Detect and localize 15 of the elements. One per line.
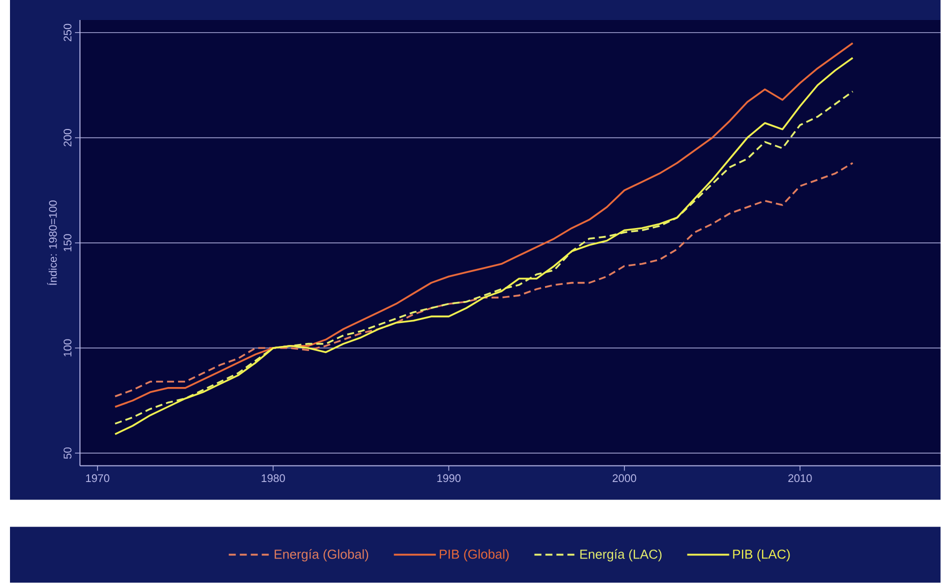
y-tick-label: 250 (64, 24, 72, 42)
x-tick-label: 1990 (437, 474, 461, 482)
legend-label: PIB (LAC) (733, 549, 790, 562)
x-tick-label: 1980 (262, 474, 285, 482)
legend-label: PIB (Global) (440, 549, 509, 562)
y-tick-label: 200 (64, 129, 72, 147)
y-tick-label: 150 (64, 234, 72, 252)
x-tick-label: 1970 (86, 474, 110, 482)
y-axis-title: Índice: 1980=100 (47, 200, 57, 286)
x-tick-label: 2010 (788, 474, 812, 482)
legend-label: Energía (LAC) (580, 549, 662, 562)
legend-label: Energía (Global) (274, 549, 368, 562)
y-tick-label: 50 (64, 448, 72, 459)
y-tick-label: 100 (64, 339, 72, 356)
x-tick-label: 2000 (612, 474, 636, 482)
